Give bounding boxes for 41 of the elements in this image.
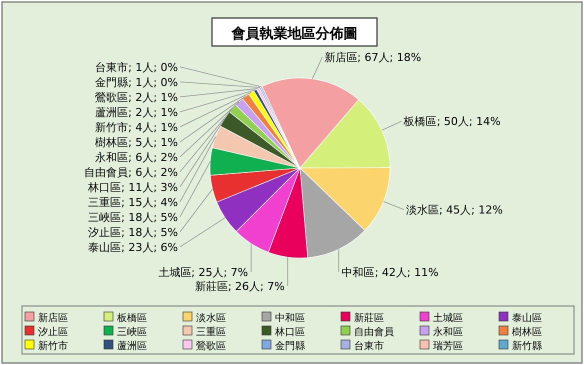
legend-label: 中和區 xyxy=(275,312,305,324)
legend-label: 新莊區 xyxy=(354,312,384,324)
data-label: 自由會員; 6人; 2% xyxy=(84,166,178,179)
data-label: 蘆洲區; 2人; 1% xyxy=(95,106,178,119)
data-label: 土城區; 25人; 7% xyxy=(158,266,248,279)
chart-title: 會員執業地區分佈圖 xyxy=(230,26,358,42)
legend-label: 自由會員 xyxy=(354,326,394,338)
legend-label: 瑞芳區 xyxy=(433,340,463,352)
data-label: 台東市; 1人; 0% xyxy=(95,60,178,74)
legend-label: 三重區 xyxy=(196,326,226,338)
data-label: 三峽區; 18人; 5% xyxy=(88,210,178,224)
legend-label: 土城區 xyxy=(433,312,463,324)
legend-label: 淡水區 xyxy=(196,312,226,324)
data-label: 金門縣; 1人; 0% xyxy=(95,76,178,89)
legend-label: 樹林區 xyxy=(512,326,542,338)
legend-label: 台東市 xyxy=(354,340,384,352)
legend-label: 新店區 xyxy=(38,312,68,324)
data-label: 永和區; 6人; 2% xyxy=(95,150,178,164)
data-label: 鶯歌區; 2人; 1% xyxy=(95,90,178,104)
legend-label: 蘆洲區 xyxy=(117,340,147,352)
data-label: 新莊區; 26人; 7% xyxy=(194,280,285,293)
data-label: 淡水區; 45人; 12% xyxy=(406,204,503,217)
data-label: 樹林區; 5人; 1% xyxy=(95,136,178,149)
legend-label: 永和區 xyxy=(433,326,463,338)
data-label: 新店區; 67人; 18% xyxy=(324,51,422,64)
legend-label: 新竹市 xyxy=(38,340,68,352)
legend-label: 新竹縣 xyxy=(512,340,542,352)
legend-label: 鶯歌區 xyxy=(196,340,226,352)
data-label: 汐止區; 18人; 5% xyxy=(88,226,178,239)
legend-label: 金門縣 xyxy=(275,340,305,352)
legend-label: 泰山區 xyxy=(512,312,542,324)
legend-label: 板橋區 xyxy=(116,312,147,324)
data-label: 新竹市; 4人; 1% xyxy=(95,120,178,134)
legend-label: 汐止區 xyxy=(38,326,68,338)
data-label: 林口區; 11人; 3% xyxy=(87,180,178,194)
data-label: 板橋區; 50人; 14% xyxy=(402,115,501,128)
data-label: 中和區; 42人; 11% xyxy=(342,266,439,279)
legend-label: 林口區 xyxy=(274,326,305,338)
data-label: 泰山區; 23人; 6% xyxy=(88,240,178,254)
legend-label: 三峽區 xyxy=(117,326,147,338)
data-label: 三重區; 15人; 4% xyxy=(88,196,178,209)
